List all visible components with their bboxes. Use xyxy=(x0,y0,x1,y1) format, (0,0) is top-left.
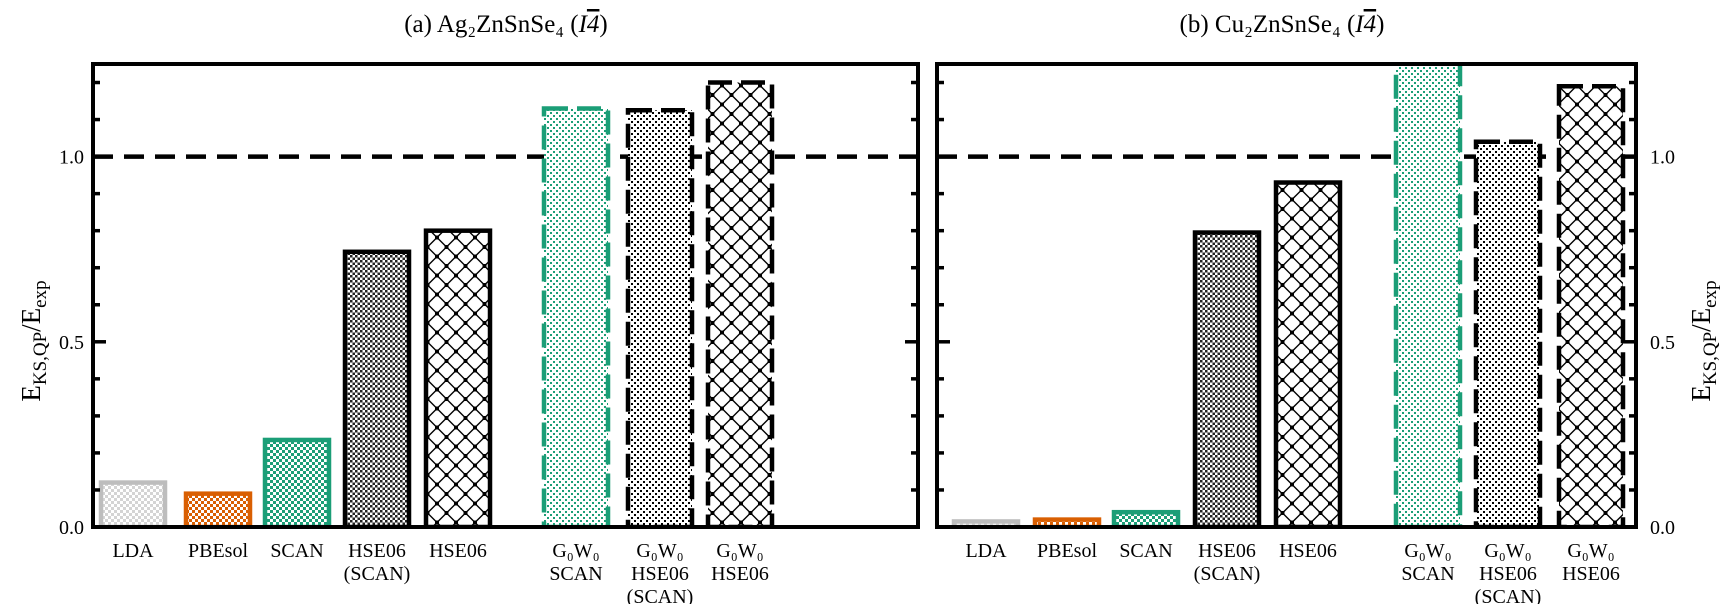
x-category-label: G₀W₀ SCAN xyxy=(1401,540,1454,585)
bar-scan xyxy=(1111,509,1181,527)
x-category-label-line: (SCAN) xyxy=(627,586,694,604)
bar-hse06 xyxy=(423,228,493,527)
x-category-label: PBEsol xyxy=(1037,540,1097,562)
x-category-label-line: HSE06 xyxy=(1479,563,1537,585)
bars xyxy=(98,80,775,527)
x-category-label-line: HSE06 xyxy=(429,540,487,562)
x-category-label-line: G₀W₀ xyxy=(552,540,599,562)
chart-title: (a) Ag₂ZnSnSe₄ (I4) xyxy=(404,11,608,38)
x-category-label-line: SCAN xyxy=(549,563,602,585)
bar-hse06 xyxy=(1273,180,1343,527)
x-category-label: HSE06 xyxy=(1279,540,1337,562)
plot-frame xyxy=(91,62,920,529)
x-category-label: G₀W₀ HSE06 xyxy=(711,540,769,585)
plot-frame xyxy=(935,62,1638,529)
y-label-main: E xyxy=(1686,385,1716,402)
x-category-label: HSE06 xyxy=(429,540,487,562)
y-axis-label: EKS,QP/Eexp xyxy=(1686,280,1721,401)
x-category-label-line: SCAN xyxy=(1119,540,1172,562)
title-suffix: ) xyxy=(599,11,607,38)
y-tick-label: 0.5 xyxy=(59,332,84,354)
x-category-label-line: HSE06 xyxy=(711,563,769,585)
x-category-label-line: LDA xyxy=(112,540,154,562)
bar-scan xyxy=(262,437,332,527)
x-category-label: G₀W₀ HSE06 (SCAN) xyxy=(1475,540,1542,604)
y-label-sub: KS,QP xyxy=(1700,332,1721,385)
x-category-label-line: HSE06 xyxy=(348,540,406,562)
x-category-label-line: G₀W₀ xyxy=(1567,540,1614,562)
bar-gw-scan xyxy=(541,106,611,527)
y-tick-label: 0.5 xyxy=(1650,332,1675,354)
title-space-group-letter: I xyxy=(1354,11,1365,38)
title-formula: (b) Cu₂ZnSnSe₄ ( xyxy=(1180,11,1356,38)
bar-lda xyxy=(98,480,168,527)
bar-pbesol xyxy=(183,491,253,527)
title-space-group-letter: I xyxy=(578,11,589,38)
y-label-main: E xyxy=(16,385,46,402)
x-category-label: LDA xyxy=(112,540,154,562)
x-category-label-line: HSE06 xyxy=(1562,563,1620,585)
x-category-label-line: SCAN xyxy=(270,540,323,562)
y-label-slash: /E xyxy=(16,308,46,332)
title-space-group-digit: 4 xyxy=(1364,11,1377,38)
bar-gw-hse06 xyxy=(1556,83,1626,527)
y-tick-label: 0.0 xyxy=(59,517,84,539)
y-tick-label: 0.0 xyxy=(1650,517,1675,539)
x-category-label-line: PBEsol xyxy=(188,540,248,562)
x-category-label-line: G₀W₀ xyxy=(716,540,763,562)
x-category-label-line: HSE06 xyxy=(631,563,689,585)
x-category-label-line: LDA xyxy=(965,540,1007,562)
x-category-label-line: (SCAN) xyxy=(344,563,411,585)
x-category-label: G₀W₀ HSE06 (SCAN) xyxy=(627,540,694,604)
x-category-label-line: HSE06 xyxy=(1198,540,1256,562)
x-category-label-line: PBEsol xyxy=(1037,540,1097,562)
y-label-sub: KS,QP xyxy=(30,332,51,385)
y-tick-label: 1.0 xyxy=(1650,147,1675,169)
x-category-label-line: G₀W₀ xyxy=(1404,540,1451,562)
title-suffix: ) xyxy=(1376,11,1384,38)
title-space-group-digit: 4 xyxy=(587,11,600,38)
x-category-label: SCAN xyxy=(270,540,323,562)
x-category-label: HSE06 (SCAN) xyxy=(344,540,411,585)
x-category-label: HSE06 (SCAN) xyxy=(1194,540,1261,585)
bar-gw-scan xyxy=(1393,64,1463,527)
x-category-label-line: G₀W₀ xyxy=(1484,540,1531,562)
bar-gw-hse06-scan xyxy=(1473,139,1543,527)
bar-gw-hse06 xyxy=(705,80,775,527)
bar-gw-hse06-scan xyxy=(625,108,695,527)
chart-title: (b) Cu₂ZnSnSe₄ (I4) xyxy=(1180,11,1385,38)
bar-hse06-scan xyxy=(342,249,412,527)
x-category-label: G₀W₀ SCAN xyxy=(549,540,602,585)
y-axis-label: EKS,QP/Eexp xyxy=(16,280,51,401)
y-label-sub2: exp xyxy=(30,280,51,307)
x-category-label-line: (SCAN) xyxy=(1194,563,1261,585)
y-label-sub2: exp xyxy=(1700,280,1721,307)
x-category-label-line: HSE06 xyxy=(1279,540,1337,562)
x-category-label-line: SCAN xyxy=(1401,563,1454,585)
x-category-label: PBEsol xyxy=(188,540,248,562)
title-formula: (a) Ag₂ZnSnSe₄ ( xyxy=(404,11,578,38)
bars xyxy=(951,64,1626,527)
x-category-label: SCAN xyxy=(1119,540,1172,562)
x-category-label-line: G₀W₀ xyxy=(636,540,683,562)
y-tick-label: 1.0 xyxy=(59,147,84,169)
bar-hse06-scan xyxy=(1192,230,1262,527)
y-label-slash: /E xyxy=(1686,308,1716,332)
x-category-label-line: (SCAN) xyxy=(1475,586,1542,604)
x-category-label: G₀W₀ HSE06 xyxy=(1562,540,1620,585)
x-category-label: LDA xyxy=(965,540,1007,562)
